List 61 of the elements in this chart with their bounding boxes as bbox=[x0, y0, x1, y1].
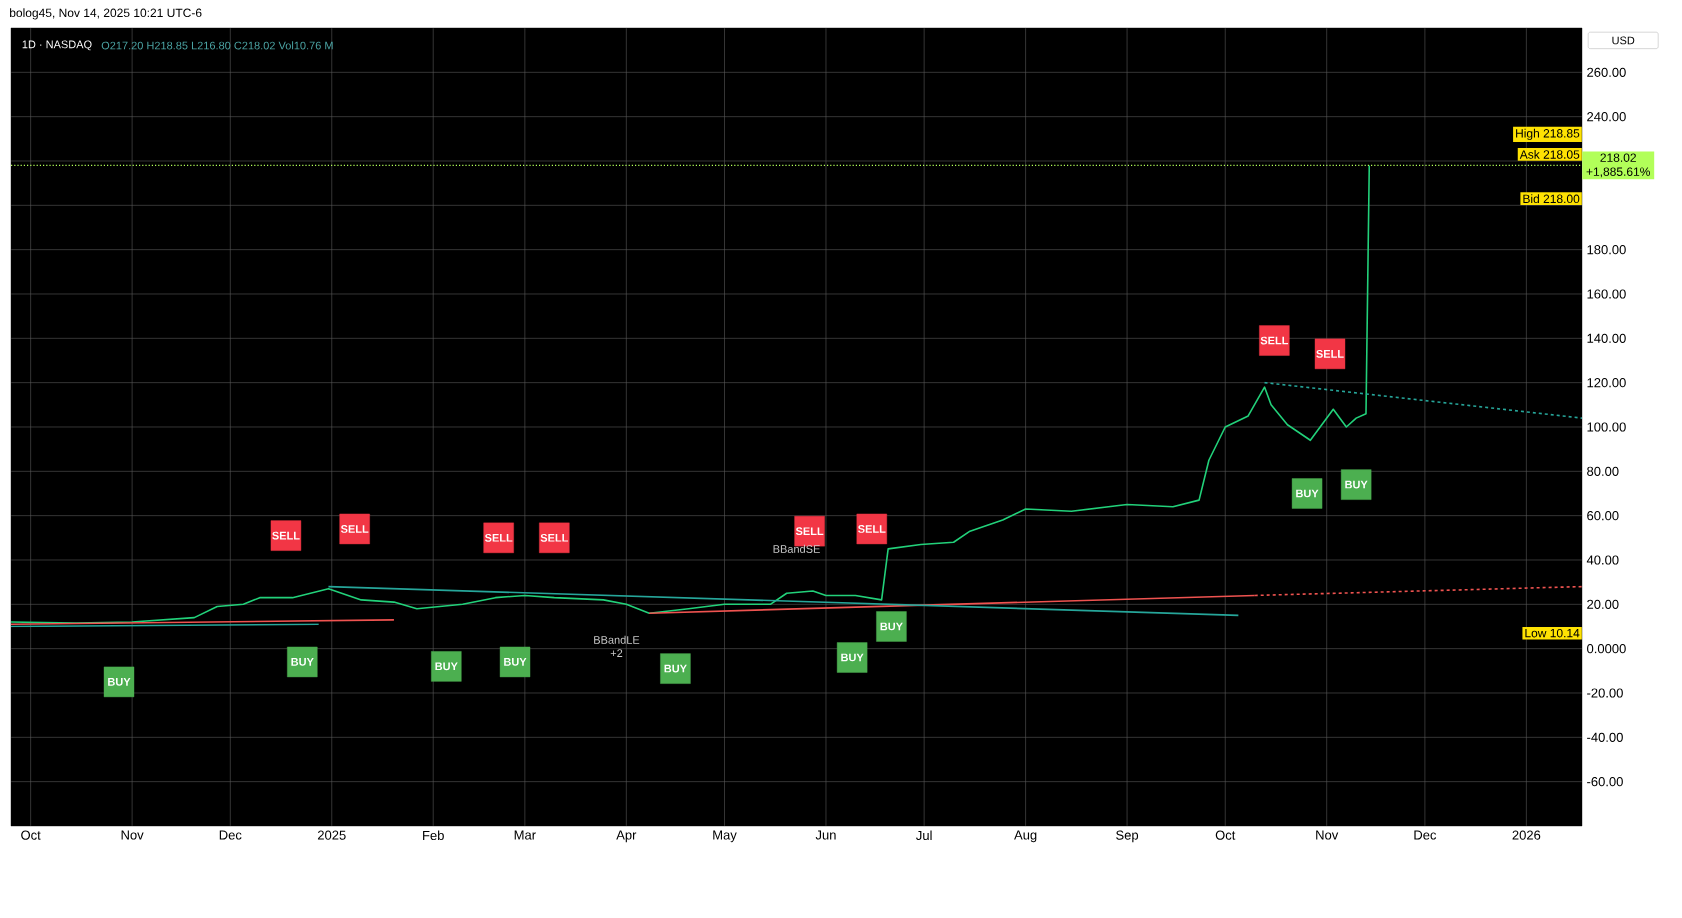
y-tick-label: 20.00 bbox=[1587, 599, 1619, 609]
x-tick-label: Apr bbox=[616, 830, 637, 843]
annotation: Ask 218.05 bbox=[1519, 149, 1580, 159]
x-tick-label: Dec bbox=[1414, 830, 1437, 840]
annotation: +2 bbox=[610, 649, 623, 657]
annotation: BUY bbox=[291, 658, 314, 666]
x-tick-label: Feb bbox=[423, 830, 444, 841]
y-tick-label: 120.00 bbox=[1587, 378, 1626, 388]
y-tick-label: 140.00 bbox=[1587, 333, 1626, 343]
text: USD bbox=[1612, 36, 1635, 45]
x-tick-label: Nov bbox=[1316, 830, 1339, 840]
x-tick-label: 2026 bbox=[1512, 830, 1541, 840]
annotation: SELL bbox=[795, 527, 824, 536]
annotation: Bid 218.00 bbox=[1523, 194, 1580, 204]
annotation: SELL bbox=[858, 525, 886, 533]
y-tick-label: 0.0000 bbox=[1587, 644, 1626, 654]
x-tick-label: Mar bbox=[514, 830, 536, 840]
annotation: BBandSE bbox=[773, 544, 820, 553]
x-tick-label: Oct bbox=[21, 830, 41, 840]
x-tick-label: Dec bbox=[219, 830, 242, 840]
y-tick-label: -60.00 bbox=[1587, 777, 1623, 787]
x-tick-label: Aug bbox=[1014, 830, 1037, 843]
y-tick-label: 180.00 bbox=[1587, 245, 1626, 255]
annotation: BUY bbox=[1296, 489, 1319, 498]
annotation: High 218.85 bbox=[1516, 128, 1580, 140]
x-tick-label: Oct bbox=[1215, 830, 1236, 840]
annotation: BUY bbox=[664, 664, 687, 673]
annotation: SELL bbox=[272, 531, 300, 540]
y-tick-label: 260.00 bbox=[1587, 67, 1626, 77]
x-tick-label: Jul bbox=[916, 830, 932, 841]
x-tick-label: Nov bbox=[121, 830, 144, 840]
y-tick-label: 240.00 bbox=[1587, 112, 1626, 122]
y-tick-label: 80.00 bbox=[1587, 466, 1619, 476]
y-tick-label: 60.00 bbox=[1587, 511, 1619, 521]
annotation: O217.20 H218.85 L216.80 C218.02 Vol10.76 M bbox=[101, 41, 333, 50]
annotation: BUY bbox=[504, 658, 527, 666]
annotation: SELL bbox=[540, 533, 569, 542]
annotation: SELL bbox=[1316, 349, 1344, 358]
annotation: BUY bbox=[108, 678, 131, 686]
y-tick-label: 40.00 bbox=[1586, 555, 1619, 565]
annotation: BUY bbox=[880, 622, 903, 631]
y-tick-label: 160.00 bbox=[1587, 289, 1626, 299]
x-tick-label: May bbox=[713, 830, 737, 843]
annotation: SELL bbox=[1260, 336, 1289, 345]
annotation: BUY bbox=[435, 662, 458, 671]
annotation: BBandLE bbox=[594, 635, 640, 644]
text: bolog45, Nov 14, 2025 10:21 UTC-6 bbox=[10, 8, 202, 20]
annotation: SELL bbox=[340, 525, 369, 533]
x-tick-label: Jun bbox=[815, 830, 836, 840]
text: 1D · NASDAQ bbox=[22, 40, 92, 51]
y-tick-label: -40.00 bbox=[1587, 732, 1623, 742]
x-tick-label: Sep bbox=[1116, 830, 1139, 843]
y-tick-label: -20.00 bbox=[1587, 688, 1623, 698]
annotation: SELL bbox=[484, 533, 513, 542]
ref-line-label: 218.02 +1,885.61% bbox=[1586, 153, 1650, 178]
y-tick-label: 100.00 bbox=[1587, 422, 1626, 432]
x-tick-label: 2025 bbox=[317, 830, 346, 840]
line-series bbox=[11, 164, 1371, 624]
annotation: Low 10.14 bbox=[1525, 628, 1580, 638]
annotation: BUY bbox=[841, 653, 864, 662]
annotation: BUY bbox=[1345, 480, 1368, 489]
